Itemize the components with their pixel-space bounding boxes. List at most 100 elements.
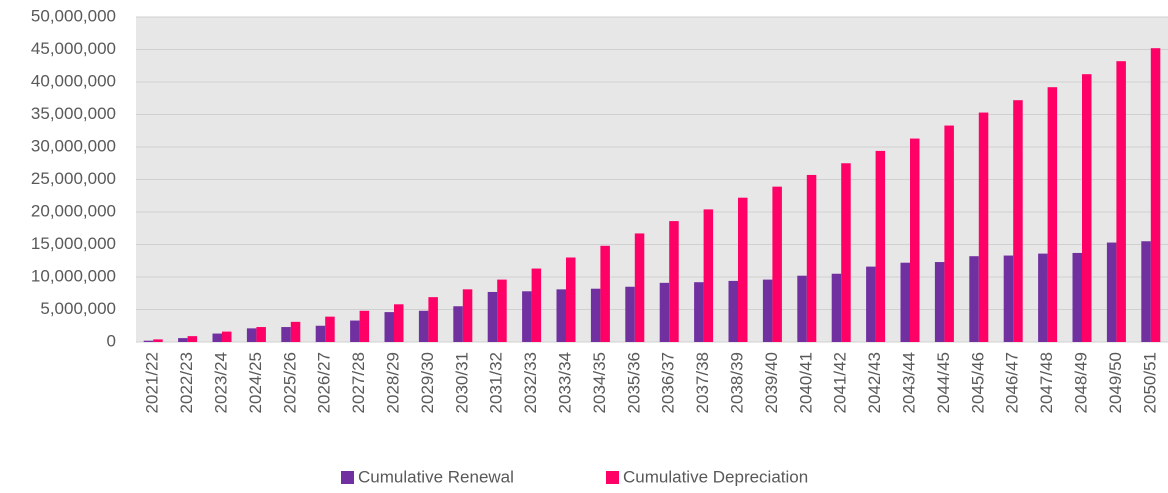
bar [762, 279, 773, 342]
bar [556, 289, 566, 342]
bar [669, 221, 679, 342]
x-tick-label: 2025/26 [280, 352, 299, 413]
bar [875, 150, 886, 342]
x-tick-label: 2035/36 [624, 352, 643, 413]
x-tick-label: 2050/51 [1140, 352, 1159, 413]
x-tick-label: 2026/27 [315, 352, 334, 413]
x-tick-label: 2022/23 [177, 352, 196, 413]
x-tick-label: 2023/24 [211, 352, 230, 413]
bar [1116, 61, 1126, 342]
bar [797, 275, 807, 342]
x-tick-label: 2041/42 [831, 352, 850, 413]
bar [1047, 87, 1058, 342]
bar [703, 209, 714, 342]
bar [910, 138, 920, 342]
bar [900, 262, 910, 342]
bar [944, 125, 954, 342]
bar [531, 268, 542, 342]
legend-swatch [606, 471, 619, 484]
legend-swatch [341, 471, 354, 484]
x-tick-label: 2032/33 [521, 352, 540, 413]
bar [394, 304, 404, 342]
legend-label: Cumulative Depreciation [623, 467, 808, 486]
bar [1150, 48, 1161, 342]
x-tick-label: 2031/32 [487, 352, 506, 413]
bar [522, 291, 532, 342]
bar [453, 306, 463, 342]
bar [841, 163, 851, 342]
bar [590, 288, 601, 342]
bar [625, 286, 635, 342]
bar [1013, 100, 1023, 342]
x-tick-label: 2042/43 [865, 352, 884, 413]
bar [934, 262, 945, 342]
bar [290, 321, 301, 342]
bar [384, 312, 394, 342]
bar [772, 186, 782, 342]
bar [659, 282, 670, 342]
x-tick-label: 2047/48 [1037, 352, 1056, 413]
bar [222, 331, 232, 342]
bar [359, 310, 370, 342]
bar [728, 280, 738, 342]
bar [738, 197, 748, 342]
bar [246, 328, 257, 342]
y-tick-label: 30,000,000 [31, 136, 116, 155]
y-tick-label: 50,000,000 [31, 6, 116, 25]
bar [143, 340, 154, 342]
bar [978, 112, 989, 342]
x-tick-label: 2034/35 [590, 352, 609, 413]
x-tick-label: 2037/38 [693, 352, 712, 413]
bar [694, 282, 704, 342]
bar [1106, 242, 1117, 342]
bar [418, 310, 429, 342]
x-tick-label: 2049/50 [1106, 352, 1125, 413]
bar [1038, 253, 1048, 342]
bar [634, 233, 645, 342]
bar [428, 297, 438, 342]
x-tick-label: 2029/30 [418, 352, 437, 413]
y-tick-label: 0 [107, 331, 116, 350]
x-tick-label: 2046/47 [1003, 352, 1022, 413]
x-tick-label: 2024/25 [246, 352, 265, 413]
y-tick-label: 20,000,000 [31, 201, 116, 220]
x-tick-label: 2040/41 [796, 352, 815, 413]
bar [178, 338, 188, 342]
legend-label: Cumulative Renewal [358, 467, 514, 486]
bar [969, 256, 979, 342]
bar [281, 327, 291, 342]
bar [153, 339, 163, 342]
bar [187, 336, 198, 342]
x-tick-label: 2044/45 [934, 352, 953, 413]
bar [600, 245, 610, 342]
x-tick-label: 2036/37 [659, 352, 678, 413]
x-tick-label: 2030/31 [452, 352, 471, 413]
x-tick-label: 2045/46 [968, 352, 987, 413]
y-tick-label: 10,000,000 [31, 266, 116, 285]
bar [1141, 241, 1151, 342]
bar [487, 291, 498, 342]
x-tick-label: 2039/40 [762, 352, 781, 413]
bar [1082, 74, 1092, 342]
y-tick-label: 45,000,000 [31, 39, 116, 58]
bar [566, 257, 576, 342]
y-tick-label: 25,000,000 [31, 169, 116, 188]
y-tick-label: 5,000,000 [40, 299, 116, 318]
bar [325, 316, 335, 342]
bar [1003, 255, 1014, 342]
y-tick-label: 15,000,000 [31, 234, 116, 253]
x-tick-label: 2028/29 [383, 352, 402, 413]
bar [462, 289, 473, 342]
x-tick-label: 2038/39 [727, 352, 746, 413]
x-tick-label: 2043/44 [899, 352, 918, 413]
bar [866, 266, 876, 342]
x-tick-label: 2021/22 [143, 352, 162, 413]
bar [315, 325, 326, 342]
bar [806, 174, 817, 342]
x-tick-label: 2033/34 [555, 352, 574, 413]
x-tick-label: 2048/49 [1071, 352, 1090, 413]
bar [212, 333, 222, 342]
y-tick-label: 40,000,000 [31, 71, 116, 90]
bar [1072, 252, 1082, 342]
